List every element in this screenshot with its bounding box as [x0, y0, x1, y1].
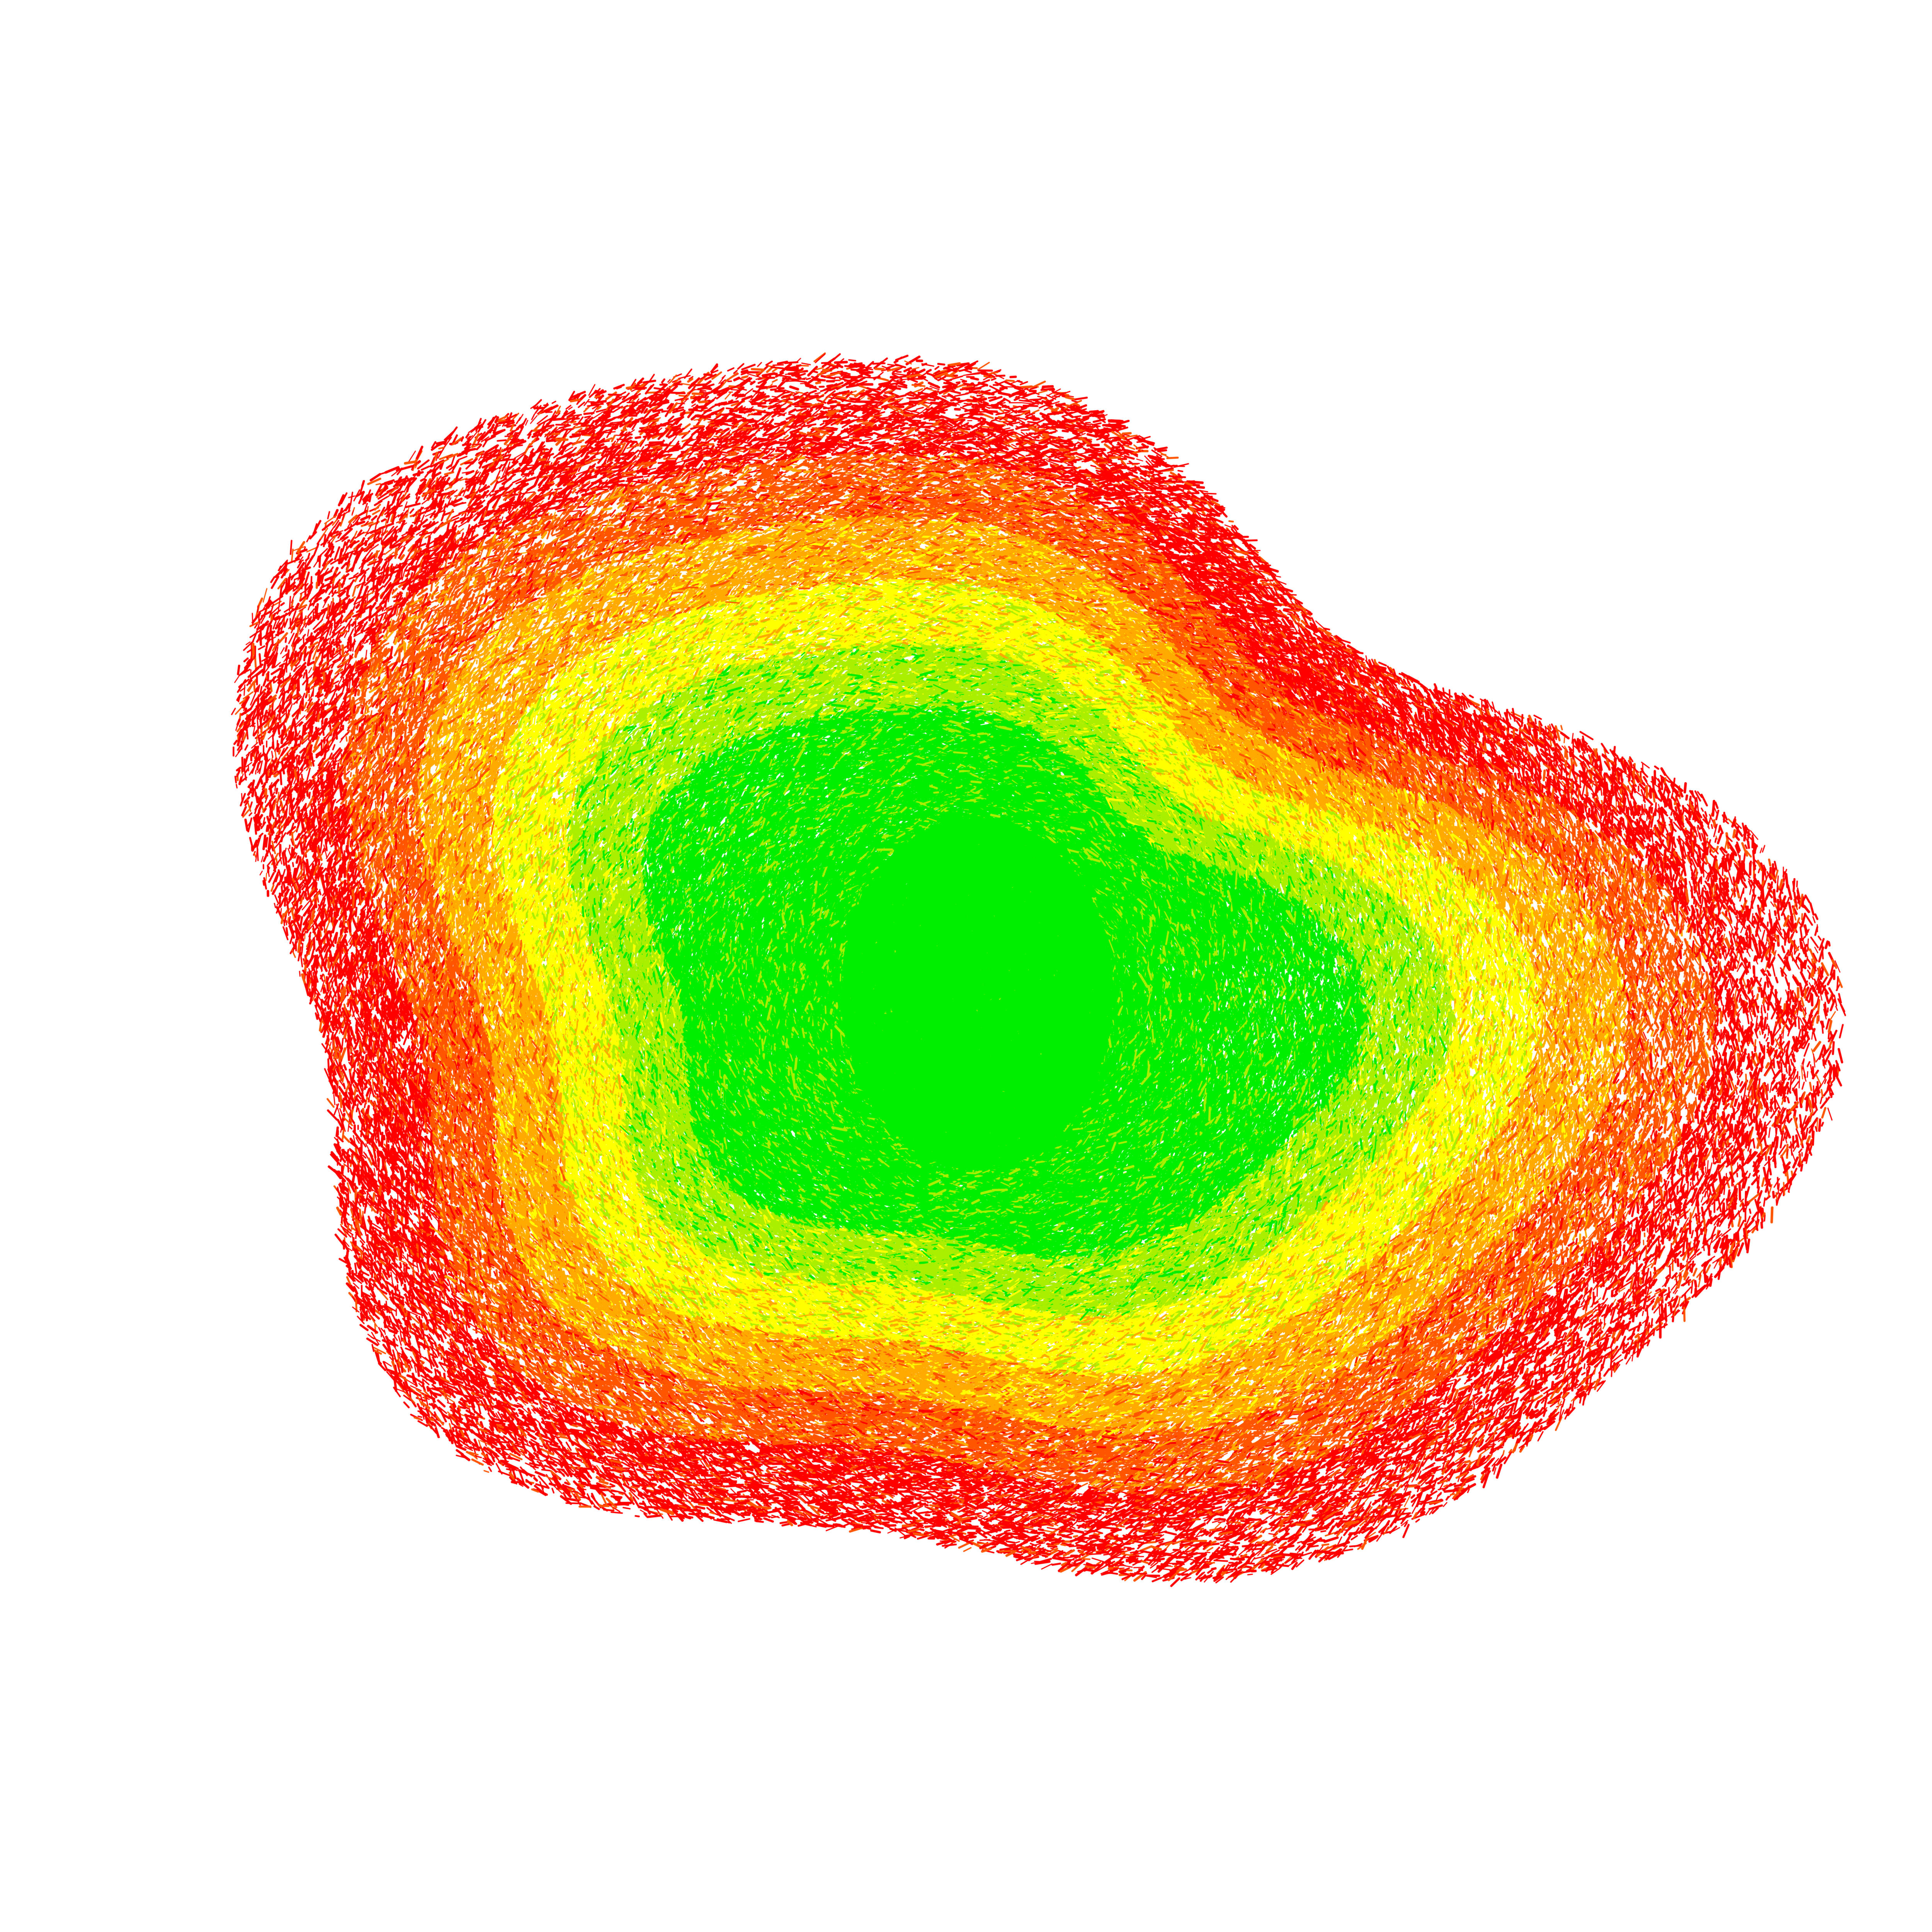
terrain-raster [0, 0, 1932, 1932]
map-view [0, 0, 1932, 1932]
